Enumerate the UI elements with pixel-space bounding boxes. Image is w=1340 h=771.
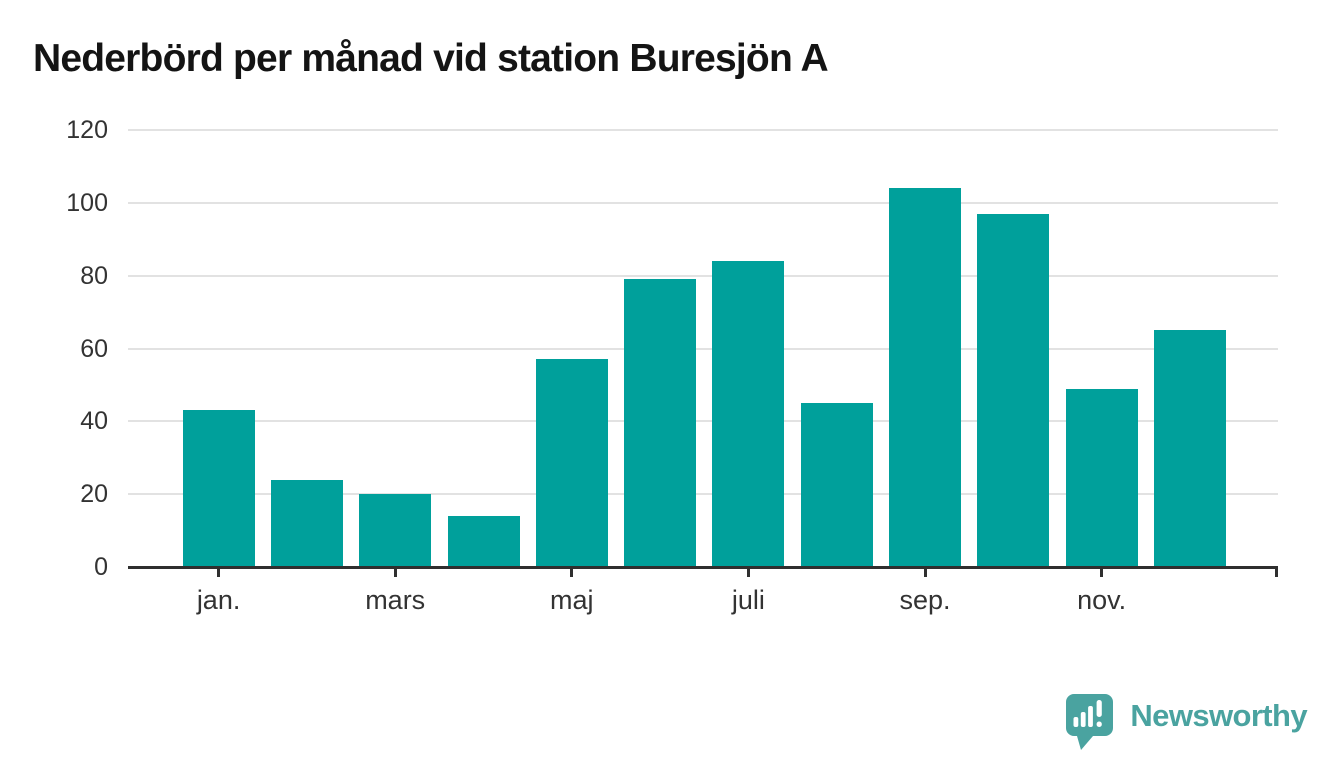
gridline-60 bbox=[128, 347, 1278, 350]
bar-chart-speech-bubble-icon bbox=[1066, 694, 1114, 750]
x-tick-label-sep: sep. bbox=[899, 585, 951, 615]
bar-month-7 bbox=[712, 261, 785, 567]
y-tick-label-100: 100 bbox=[66, 188, 108, 217]
x-tick-label-mars: mars bbox=[365, 585, 426, 615]
x-tick-maj bbox=[570, 567, 574, 577]
gridline-120 bbox=[128, 129, 1278, 131]
bar-month-11 bbox=[1065, 388, 1138, 567]
bar-month-6 bbox=[624, 279, 697, 567]
bar-month-10 bbox=[977, 213, 1050, 567]
bar-month-12 bbox=[1153, 330, 1226, 567]
plot-area bbox=[128, 129, 1278, 577]
y-tick-label-80: 80 bbox=[80, 261, 108, 290]
x-axis-line bbox=[128, 566, 1278, 569]
x-tick-nov bbox=[1100, 567, 1104, 577]
newsworthy-logo-text: Newsworthy bbox=[1130, 698, 1307, 733]
bar-month-4 bbox=[447, 516, 520, 567]
y-tick-label-20: 20 bbox=[80, 480, 108, 509]
bar-month-5 bbox=[535, 359, 608, 567]
x-tick-jan bbox=[217, 567, 221, 577]
bar-month-9 bbox=[889, 188, 961, 567]
x-tick-mars bbox=[393, 567, 397, 577]
x-tick-label-juli: juli bbox=[731, 585, 765, 615]
x-tick-label-nov: nov. bbox=[1077, 585, 1127, 615]
y-tick-label-0: 0 bbox=[94, 553, 108, 581]
bar-month-2 bbox=[270, 479, 343, 567]
bar-month-8 bbox=[800, 403, 873, 567]
newsworthy-logo: Newsworthy bbox=[1066, 694, 1308, 752]
x-tick-juli bbox=[746, 567, 750, 577]
gridline-20 bbox=[128, 493, 1278, 496]
gridline-80 bbox=[128, 274, 1278, 277]
gridline-40 bbox=[128, 420, 1278, 423]
chart-title: Nederbörd per månad vid station Buresjön… bbox=[33, 37, 829, 80]
gridline-100 bbox=[128, 201, 1278, 204]
bar-month-3 bbox=[359, 494, 432, 567]
x-axis-end-tick bbox=[1275, 567, 1278, 577]
y-tick-label-60: 60 bbox=[80, 334, 108, 363]
y-tick-label-120: 120 bbox=[66, 116, 108, 144]
x-tick-sep bbox=[923, 567, 927, 577]
y-tick-label-40: 40 bbox=[80, 407, 108, 436]
bar-month-1 bbox=[182, 410, 255, 567]
x-tick-label-maj: maj bbox=[550, 585, 594, 615]
x-tick-label-jan: jan. bbox=[196, 585, 241, 615]
